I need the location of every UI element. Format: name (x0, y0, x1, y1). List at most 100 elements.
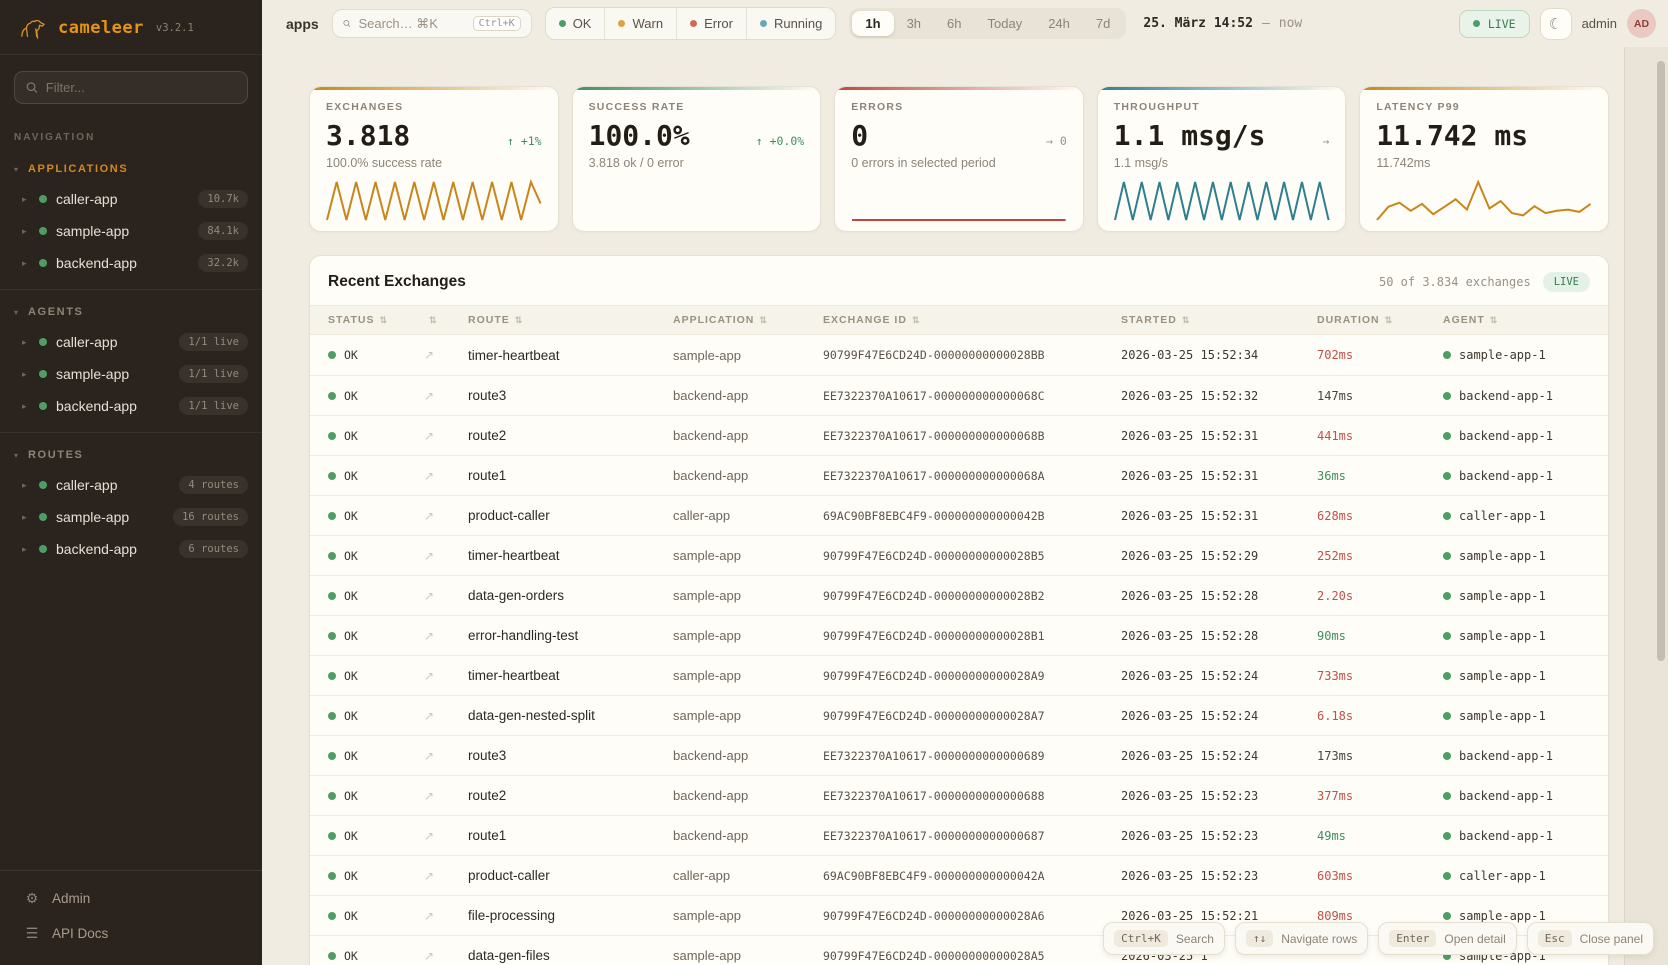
sidebar-section-header-applications[interactable]: ▾ APPLICATIONS (0, 155, 262, 183)
sidebar: cameleer v3.2.1 NAVIGATION ▾ APPLICATIONS… (0, 0, 262, 965)
sidebar-item-label: sample-app (56, 223, 130, 239)
open-exchange-icon[interactable]: ↗ (424, 348, 435, 362)
agent-status-dot-icon (1443, 631, 1451, 640)
table-row[interactable]: OK ↗ timer-heartbeat sample-app 90799F47E6CD… (310, 655, 1608, 695)
global-search-input[interactable] (358, 16, 465, 31)
sidebar-item-backend-app[interactable]: ▸ backend-app 1/1 live (0, 390, 262, 422)
sort-icon: ⇅ (759, 314, 768, 325)
open-exchange-icon[interactable]: ↗ (424, 468, 435, 483)
column-header-route[interactable]: ROUTE ⇅ (468, 314, 673, 326)
status-filter-running[interactable]: Running (747, 8, 835, 39)
open-exchange-icon[interactable]: ↗ (424, 428, 435, 443)
route-cell: timer-heartbeat (468, 668, 560, 683)
table-live-badge: LIVE (1542, 272, 1590, 292)
status-filter-label: OK (572, 16, 592, 31)
stat-card-subtitle: 11.742ms (1376, 156, 1431, 170)
table-row[interactable]: OK ↗ timer-heartbeat sample-app 90799F47E6CD… (310, 535, 1608, 575)
sidebar-item-caller-app[interactable]: ▸ caller-app 4 routes (0, 469, 262, 501)
time-range-group: 1h 3h 6h Today 24h 7d (849, 8, 1127, 39)
open-exchange-icon[interactable]: ↗ (424, 588, 435, 603)
open-exchange-icon[interactable]: ↗ (424, 628, 435, 643)
table-row[interactable]: OK ↗ file-processing sample-app 90799F47E6CD… (310, 895, 1608, 935)
sidebar-footer-api-docs[interactable]: ☰ API Docs (0, 916, 262, 951)
column-header-exchange-id[interactable]: EXCHANGE ID ⇅ (823, 314, 1121, 326)
exchange-count-summary: 50 of 3.834 exchanges (1378, 275, 1531, 289)
open-exchange-icon[interactable]: ↗ (424, 908, 435, 923)
time-range-1h[interactable]: 1h (852, 11, 894, 36)
table-row[interactable]: OK ↗ route2 backend-app EE7322370A10617-0000… (310, 415, 1608, 455)
time-range-today[interactable]: Today (975, 11, 1036, 36)
table-row[interactable]: OK ↗ route3 backend-app EE7322370A10617-0000… (310, 735, 1608, 775)
column-header-status[interactable]: STATUS ⇅ (328, 314, 424, 326)
sidebar-item-backend-app[interactable]: ▸ backend-app 32.2k (0, 247, 262, 279)
table-row[interactable]: OK ↗ product-caller caller-app 69AC90BF8EBC4… (310, 855, 1608, 895)
sidebar-item-caller-app[interactable]: ▸ caller-app 10.7k (0, 183, 262, 215)
open-exchange-icon[interactable]: ↗ (424, 708, 435, 723)
column-header-duration[interactable]: DURATION ⇅ (1317, 314, 1443, 326)
time-range-7d[interactable]: 7d (1083, 11, 1123, 36)
sidebar-filter-input[interactable] (45, 80, 236, 95)
open-exchange-icon[interactable]: ↗ (424, 868, 435, 883)
vertical-scrollbar-thumb[interactable] (1657, 61, 1665, 661)
table-row[interactable]: OK ↗ route2 backend-app EE7322370A10617-0000… (310, 775, 1608, 815)
sidebar-section-title: APPLICATIONS (28, 163, 129, 175)
recent-exchanges-panel: Recent Exchanges 50 of 3.834 exchanges L… (309, 255, 1609, 965)
ok-status-dot-icon (328, 471, 336, 480)
open-exchange-icon[interactable]: ↗ (424, 748, 435, 763)
sidebar-section-header-routes[interactable]: ▾ ROUTES (0, 441, 262, 469)
table-row[interactable]: OK ↗ data-gen-nested-split sample-app 90799F… (310, 695, 1608, 735)
column-header-application[interactable]: APPLICATION ⇅ (673, 314, 823, 326)
application-cell: backend-app (673, 828, 749, 843)
open-exchange-icon[interactable]: ↗ (424, 788, 435, 803)
sidebar-item-sample-app[interactable]: ▸ sample-app 1/1 live (0, 358, 262, 390)
table-row[interactable]: OK ↗ error-handling-test sample-app 90799F47… (310, 615, 1608, 655)
table-row[interactable]: OK ↗ product-caller caller-app 69AC90BF8EBC4… (310, 495, 1608, 535)
status-filter-ok[interactable]: OK (546, 8, 606, 39)
avatar[interactable]: AD (1627, 9, 1656, 38)
sidebar-footer-admin[interactable]: ⚙ Admin (0, 881, 262, 916)
table-row[interactable]: OK ↗ data-gen-orders sample-app 90799F47E6CD… (310, 575, 1608, 615)
agent-name: backend-app-1 (1459, 428, 1553, 443)
open-exchange-icon[interactable]: ↗ (424, 668, 435, 683)
table-row[interactable]: OK ↗ timer-heartbeat sample-app 90799F47E6CD… (310, 335, 1608, 375)
status-filter-error[interactable]: Error (677, 8, 747, 39)
time-range-6h[interactable]: 6h (934, 11, 974, 36)
sidebar-item-sample-app[interactable]: ▸ sample-app 16 routes (0, 501, 262, 533)
application-cell: backend-app (673, 428, 749, 443)
open-exchange-icon[interactable]: ↗ (424, 508, 435, 523)
table-row[interactable]: OK ↗ route3 backend-app EE7322370A10617-0000… (310, 375, 1608, 415)
column-header-icon[interactable]: ⇅ (424, 315, 468, 326)
open-exchange-icon[interactable]: ↗ (424, 828, 435, 843)
chevron-right-icon: ▸ (22, 479, 27, 490)
open-exchange-icon[interactable]: ↗ (424, 388, 435, 403)
agent-status-dot-icon (1443, 471, 1451, 480)
live-toggle-button[interactable]: LIVE (1458, 9, 1530, 38)
sidebar-item-sample-app[interactable]: ▸ sample-app 84.1k (0, 215, 262, 247)
stat-cards-row: EXCHANGES 3.818 ↑ +1% 100.0% success rate SU… (309, 86, 1609, 232)
sidebar-filter[interactable] (14, 71, 248, 104)
agent-cell: sample-app-1 (1443, 348, 1590, 362)
status-cell: OK (328, 509, 424, 523)
column-header-started[interactable]: STARTED ⇅ (1121, 314, 1317, 326)
table-row[interactable]: OK ↗ route1 backend-app EE7322370A10617-0000… (310, 815, 1608, 855)
table-row[interactable]: OK ↗ route1 backend-app EE7322370A10617-0000… (310, 455, 1608, 495)
open-exchange-icon[interactable]: ↗ (424, 548, 435, 563)
column-header-agent[interactable]: AGENT ⇅ (1443, 314, 1590, 326)
sidebar-item-caller-app[interactable]: ▸ caller-app 1/1 live (0, 326, 262, 358)
sidebar-section-header-agents[interactable]: ▾ AGENTS (0, 298, 262, 326)
status-filter-label: Running (773, 16, 823, 31)
time-range-3h[interactable]: 3h (894, 11, 934, 36)
live-dot-icon (1472, 20, 1480, 27)
sidebar-item-badge: 4 routes (179, 476, 248, 494)
time-range-24h[interactable]: 24h (1035, 11, 1083, 36)
global-search[interactable]: Ctrl+K (331, 9, 532, 38)
user-name[interactable]: admin (1581, 16, 1617, 31)
sidebar-item-backend-app[interactable]: ▸ backend-app 6 routes (0, 533, 262, 565)
theme-toggle-button[interactable]: ☾ (1539, 7, 1572, 40)
status-filter-warn[interactable]: Warn (605, 8, 678, 39)
exchange-id-cell: EE7322370A10617-0000000000000688 (823, 788, 1045, 803)
stat-card-title: ERRORS (851, 101, 904, 113)
sidebar-item-badge: 1/1 live (179, 397, 248, 415)
open-exchange-icon[interactable]: ↗ (424, 948, 435, 963)
status-dot-icon (39, 513, 47, 521)
